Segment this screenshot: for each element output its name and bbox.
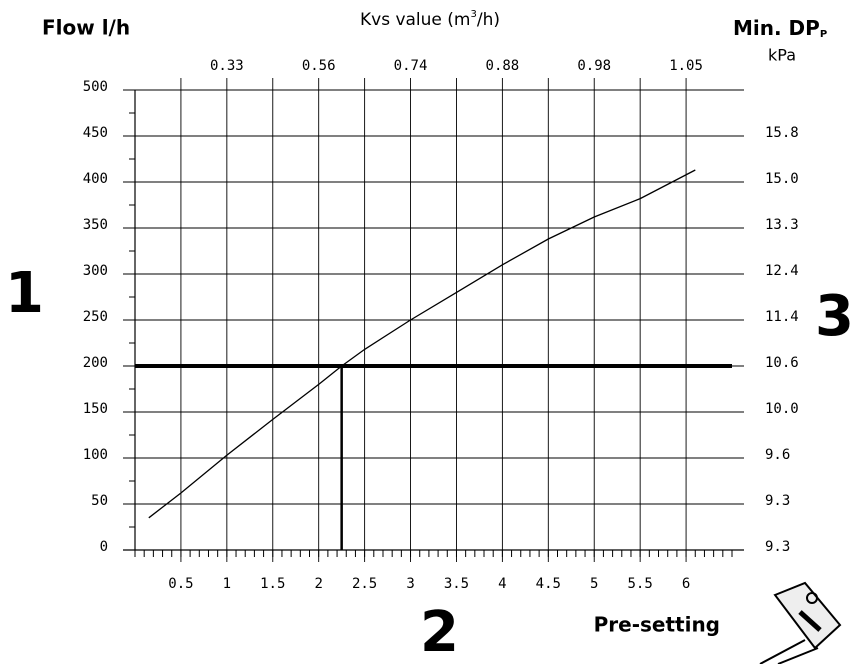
y2-tick-label: 9.3 — [765, 539, 790, 555]
y2-tick-label: 12.4 — [765, 263, 799, 279]
y-tick-label: 100 — [83, 447, 108, 463]
x-tick-label: 2 — [314, 576, 322, 592]
marker-label: 1 — [5, 261, 44, 326]
y-tick-label: 50 — [91, 493, 108, 509]
y-tick-label: 450 — [83, 125, 108, 141]
marker-label: 3 — [815, 284, 853, 349]
subscript: P — [820, 29, 827, 40]
y2-tick-label: 13.3 — [765, 217, 799, 233]
y2-tick-label: 11.4 — [765, 309, 799, 325]
x-tick-label: 5.5 — [628, 576, 653, 592]
right-axis-title-text: Min. DP — [733, 16, 820, 40]
x2-tick-label: 0.33 — [210, 58, 244, 74]
x-tick-label: 1 — [223, 576, 231, 592]
top-axis-title-text: /h) — [477, 10, 500, 30]
flow-curve — [148, 169, 696, 519]
y-tick-label: 400 — [83, 171, 108, 187]
y2-tick-label: 15.8 — [765, 125, 799, 141]
x-tick-label: 5 — [590, 576, 598, 592]
y2-tick-label: 15.0 — [765, 171, 799, 187]
y2-tick-label: 10.0 — [765, 401, 799, 417]
x-axis-title: Pre-setting — [594, 613, 720, 637]
x2-tick-label: 0.74 — [394, 58, 428, 74]
y-tick-label: 0 — [100, 539, 108, 555]
chart-title: Flow l/h — [42, 16, 130, 40]
y-tick-label: 200 — [83, 355, 108, 371]
y-tick-label: 250 — [83, 309, 108, 325]
superscript: 3 — [470, 9, 476, 20]
marker-label: 2 — [420, 600, 459, 664]
x-tick-label: 2.5 — [352, 576, 377, 592]
y-tick-label: 350 — [83, 217, 108, 233]
top-axis-title: Kvs value (m3/h) — [360, 9, 500, 30]
x2-tick-label: 0.88 — [486, 58, 520, 74]
x-tick-label: 1.5 — [260, 576, 285, 592]
y-tick-label: 150 — [83, 401, 108, 417]
x-tick-label: 3 — [406, 576, 414, 592]
y2-tick-label: 10.6 — [765, 355, 799, 371]
right-axis-unit: kPa — [768, 46, 796, 65]
y-tick-label: 500 — [83, 79, 108, 95]
x2-tick-label: 1.05 — [669, 58, 703, 74]
y2-tick-label: 9.6 — [765, 447, 790, 463]
x-tick-label: 4.5 — [536, 576, 561, 592]
x2-tick-label: 0.56 — [302, 58, 336, 74]
x2-tick-label: 0.98 — [577, 58, 611, 74]
y2-tick-label: 9.3 — [765, 493, 790, 509]
x-tick-label: 0.5 — [168, 576, 193, 592]
x-tick-label: 3.5 — [444, 576, 469, 592]
x-tick-label: 6 — [682, 576, 690, 592]
right-axis-title: Min. DPP — [733, 16, 827, 41]
y-tick-label: 300 — [83, 263, 108, 279]
x-tick-label: 4 — [498, 576, 506, 592]
top-axis-title-text: Kvs value (m — [360, 10, 471, 30]
key-icon — [759, 581, 842, 664]
